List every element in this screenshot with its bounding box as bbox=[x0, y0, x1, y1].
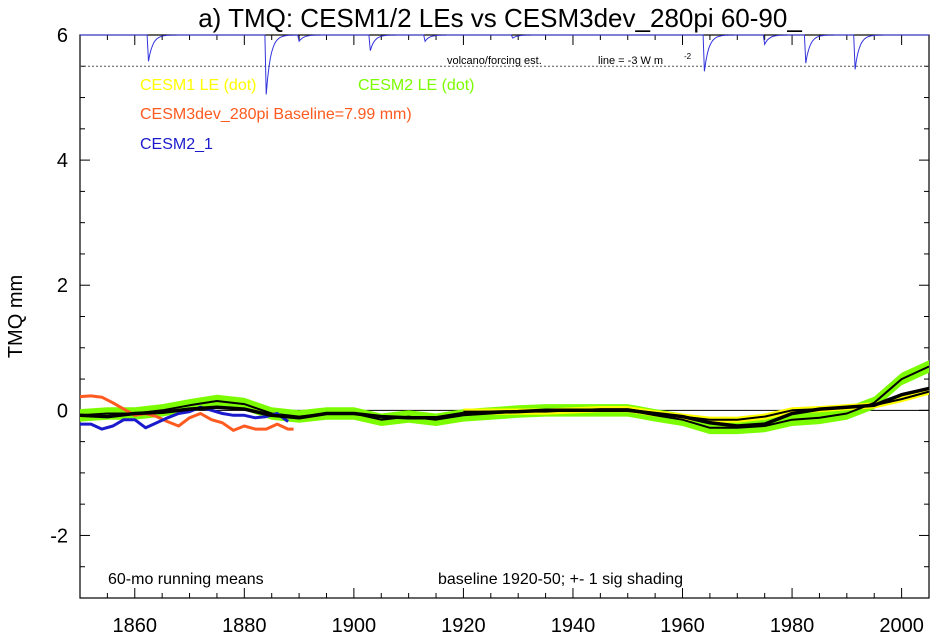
volcano-forcing-line bbox=[80, 34, 929, 95]
line-ensemble-mean bbox=[79, 386, 930, 428]
x-tick-label: 1900 bbox=[332, 615, 377, 637]
x-tick-label: 1940 bbox=[551, 615, 596, 637]
line-cesm2-1 bbox=[80, 405, 289, 431]
line-note: line = -3 W m bbox=[598, 55, 663, 67]
y-tick-label: 0 bbox=[57, 400, 68, 422]
legend-cesm2: CESM2 LE (dot) bbox=[358, 77, 474, 94]
x-tick-label: 1980 bbox=[770, 615, 815, 637]
line-note-sup: -2 bbox=[684, 52, 692, 61]
y-tick-label: 4 bbox=[57, 150, 68, 172]
x-tick-label: 1880 bbox=[222, 615, 267, 637]
x-tick-label: 1860 bbox=[113, 615, 158, 637]
series-lines bbox=[79, 34, 930, 432]
annotations: a) TMQ: CESM1/2 LEs vs CESM3dev_280pi 60… bbox=[108, 3, 802, 588]
y-tick-label: 6 bbox=[57, 25, 68, 47]
running-means-note: 60-mo running means bbox=[108, 571, 264, 588]
y-axis-label: TMQ mm bbox=[5, 275, 27, 358]
line-cesm3dev-280pi bbox=[79, 394, 294, 432]
band-cesm2-le-dot- bbox=[80, 360, 929, 435]
legend-cesm2-1: CESM2_1 bbox=[140, 136, 213, 153]
band-cesm1-le-dot- bbox=[463, 388, 929, 423]
volcano-label: volcano/forcing est. bbox=[447, 55, 542, 67]
axes: -2 0 2 4 6 1860 1880 1900 1920 1940 1960 1980 2000 TM… bbox=[5, 25, 930, 637]
chart-title: a) TMQ: CESM1/2 LEs vs CESM3dev_280pi 60… bbox=[198, 3, 802, 33]
x-tick-label: 2000 bbox=[879, 615, 924, 637]
shading-bands bbox=[80, 360, 929, 435]
x-tick-label: 1960 bbox=[660, 615, 705, 637]
baseline-note: baseline 1920-50; +- 1 sig shading bbox=[438, 571, 683, 588]
y-tick-label: -2 bbox=[50, 525, 68, 547]
x-tick-label: 1920 bbox=[441, 615, 486, 637]
y-tick-label: 2 bbox=[57, 275, 68, 297]
legend-cesm3dev: CESM3dev_280pi Baseline=7.99 mm) bbox=[140, 106, 412, 123]
legend-cesm1: CESM1 LE (dot) bbox=[140, 77, 256, 94]
